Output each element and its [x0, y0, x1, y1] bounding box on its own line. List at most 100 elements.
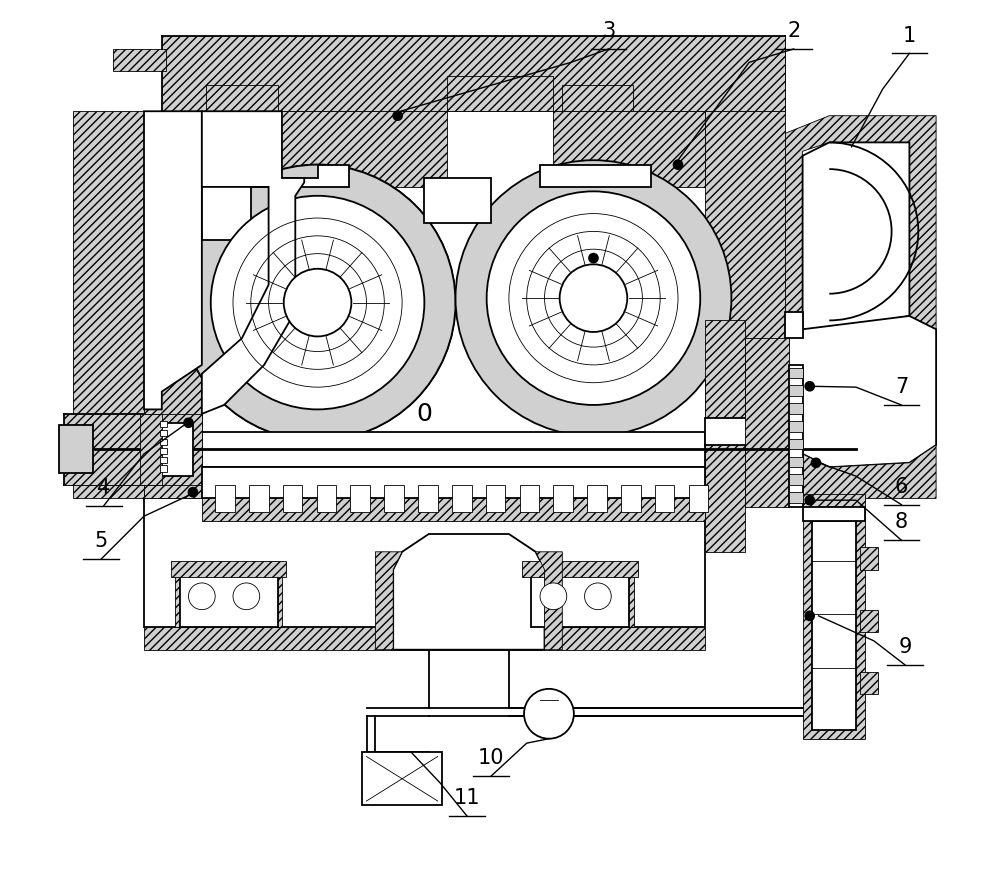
Circle shape	[180, 165, 456, 441]
Bar	[206, 85, 278, 111]
Bar	[160, 430, 167, 436]
Polygon shape	[803, 142, 909, 329]
Circle shape	[540, 583, 567, 610]
Circle shape	[811, 457, 821, 468]
Circle shape	[560, 264, 627, 332]
Polygon shape	[375, 552, 402, 650]
Circle shape	[183, 417, 194, 428]
Circle shape	[585, 583, 611, 610]
Polygon shape	[785, 116, 936, 347]
Bar	[803, 494, 865, 512]
Bar	[144, 498, 705, 627]
Polygon shape	[553, 111, 705, 187]
Polygon shape	[144, 111, 202, 409]
Bar	[655, 485, 674, 512]
Text: 3: 3	[602, 21, 615, 41]
Bar	[362, 752, 442, 805]
Polygon shape	[705, 418, 785, 445]
Bar	[789, 474, 803, 485]
Polygon shape	[202, 165, 349, 240]
Bar	[384, 485, 404, 512]
Bar	[283, 485, 302, 512]
Bar	[215, 485, 235, 512]
Bar	[522, 561, 638, 577]
Polygon shape	[393, 534, 545, 650]
Bar	[486, 485, 505, 512]
Text: 10: 10	[478, 748, 504, 768]
Bar	[202, 467, 705, 498]
Bar	[113, 49, 166, 71]
Bar	[531, 574, 629, 627]
Circle shape	[180, 165, 456, 441]
Circle shape	[189, 583, 215, 610]
Circle shape	[188, 487, 198, 498]
Polygon shape	[144, 627, 705, 650]
Text: 1: 1	[903, 26, 916, 45]
Polygon shape	[536, 552, 562, 650]
Polygon shape	[705, 111, 785, 498]
Bar	[860, 547, 878, 570]
Bar	[160, 439, 167, 445]
Circle shape	[211, 196, 424, 409]
Polygon shape	[144, 414, 202, 485]
Circle shape	[487, 191, 700, 405]
Bar	[621, 485, 641, 512]
Bar	[452, 485, 472, 512]
Bar	[202, 432, 705, 467]
Circle shape	[804, 611, 815, 621]
Bar	[171, 561, 286, 577]
Bar	[140, 414, 162, 485]
Bar	[157, 423, 193, 476]
Bar	[160, 448, 167, 454]
Bar	[803, 507, 865, 521]
Circle shape	[524, 689, 574, 739]
Circle shape	[233, 583, 260, 610]
Polygon shape	[745, 338, 789, 507]
Bar	[789, 492, 803, 503]
Bar	[317, 485, 336, 512]
Bar	[789, 368, 803, 378]
Bar	[553, 485, 573, 512]
Circle shape	[392, 110, 403, 121]
Text: 8: 8	[895, 513, 908, 532]
Circle shape	[804, 381, 815, 392]
Bar	[180, 574, 278, 627]
Bar	[689, 485, 708, 512]
Text: 5: 5	[95, 531, 108, 551]
Polygon shape	[789, 365, 803, 507]
Text: 6: 6	[895, 477, 908, 497]
Text: 4: 4	[97, 478, 111, 498]
Bar	[860, 610, 878, 632]
Bar	[350, 485, 370, 512]
Circle shape	[284, 269, 351, 336]
Polygon shape	[527, 570, 634, 627]
Bar	[160, 457, 167, 463]
Bar	[160, 421, 167, 427]
Bar	[789, 385, 803, 396]
Text: 9: 9	[898, 637, 912, 657]
Circle shape	[588, 253, 599, 263]
Bar	[202, 498, 705, 521]
Text: 0: 0	[416, 402, 432, 425]
Text: 7: 7	[895, 377, 908, 397]
Bar	[249, 485, 269, 512]
Polygon shape	[705, 320, 745, 552]
Polygon shape	[540, 165, 651, 187]
Polygon shape	[202, 111, 304, 414]
Bar	[789, 439, 803, 449]
Bar	[860, 672, 878, 694]
Bar	[562, 85, 634, 111]
Circle shape	[215, 200, 420, 405]
Polygon shape	[803, 507, 865, 739]
Polygon shape	[785, 312, 803, 338]
Bar	[520, 485, 539, 512]
Polygon shape	[202, 111, 447, 187]
Bar	[59, 425, 93, 473]
Polygon shape	[175, 570, 282, 627]
Bar	[587, 485, 607, 512]
Bar	[447, 76, 553, 111]
Bar	[160, 465, 167, 472]
Polygon shape	[73, 111, 144, 498]
Circle shape	[804, 495, 815, 506]
Polygon shape	[144, 111, 202, 498]
